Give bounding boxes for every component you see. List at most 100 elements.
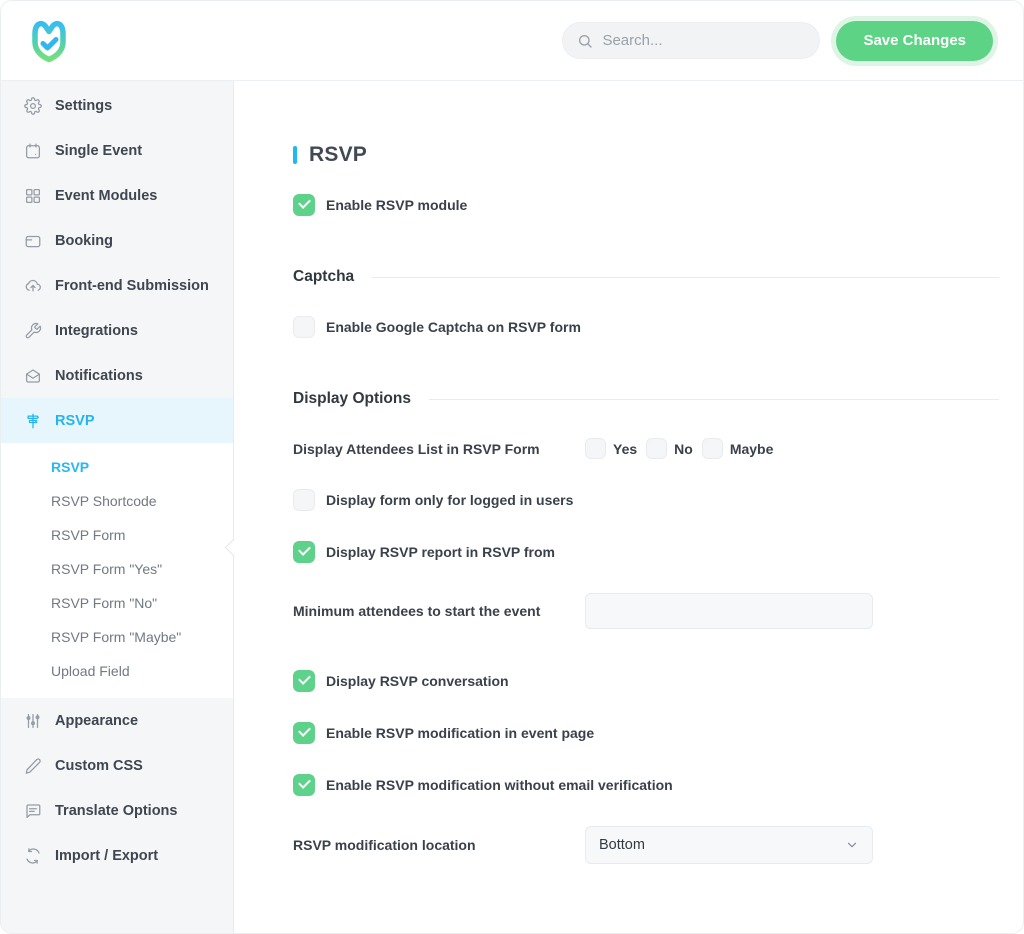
logged-in-users-checkbox[interactable] [293,489,315,511]
sidebar-item-label: Translate Options [55,802,178,819]
modification-event-page-label: Enable RSVP modification in event page [326,725,595,741]
sidebar-item-booking[interactable]: Booking [1,218,233,263]
modification-email-row: Enable RSVP modification without email v… [293,774,999,796]
sidebar-item-custom-css[interactable]: Custom CSS [1,743,233,788]
header-actions: Save Changes [562,20,995,61]
google-captcha-label: Enable Google Captcha on RSVP form [326,319,581,335]
attendees-list-label: Display Attendees List in RSVP Form [293,440,540,457]
sidebar-item-label: Import / Export [55,847,159,864]
pencil-icon [25,757,41,774]
header: Save Changes [1,1,1023,81]
rsvp-report-label: Display RSVP report in RSVP from [326,544,555,560]
google-captcha-checkbox[interactable] [293,316,315,338]
sidebar-item-label: Notifications [55,367,143,384]
divider [372,276,999,278]
attendees-maybe-label: Maybe [729,440,774,457]
wallet-icon [25,235,41,247]
sidebar-item-event-modules[interactable]: Event Modules [1,173,233,218]
modification-event-page-checkbox[interactable] [293,722,315,744]
search-input[interactable] [602,32,806,49]
sidebar-item-notifications[interactable]: Notifications [1,353,233,398]
sidebar-item-label: RSVP [55,412,95,429]
chat-icon [26,803,41,818]
submenu-item-rsvp-form-no[interactable]: RSVP Form "No" [51,595,158,611]
rsvp-report-row: Display RSVP report in RSVP from [293,541,999,563]
min-attendees-input[interactable] [585,593,873,629]
sidebar-item-rsvp[interactable]: RSVP [1,398,233,443]
sidebar-item-integrations[interactable]: Integrations [1,308,233,353]
search-icon [579,34,593,48]
enable-rsvp-module-label: Enable RSVP module [326,197,468,213]
attendees-no-label: No [674,440,693,457]
rsvp-conversation-checkbox[interactable] [293,670,315,692]
title-accent-bar [293,146,297,164]
logged-in-users-label: Display form only for logged in users [326,492,574,508]
app-logo-icon [32,20,66,62]
attendees-maybe-checkbox[interactable] [701,438,723,459]
search-box[interactable] [562,22,821,59]
submenu-item-rsvp-form-maybe[interactable]: RSVP Form "Maybe" [51,629,182,645]
cloud-upload-icon [25,279,41,292]
modification-location-label: RSVP modification location [293,837,476,853]
attendees-options: Yes No Maybe [585,438,782,459]
modification-location-value: Bottom [599,837,645,853]
attendees-yes-label: Yes [613,440,638,457]
sidebar-item-label: Settings [55,97,113,114]
enable-rsvp-module-row: Enable RSVP module [293,194,999,216]
sidebar-item-label: Front-end Submission [55,277,209,294]
sidebar-item-label: Single Event [55,142,143,159]
submenu-item-rsvp-form[interactable]: RSVP Form [51,527,126,543]
submenu-item-rsvp-form-yes[interactable]: RSVP Form "Yes" [51,561,163,577]
sidebar-item-label: Event Modules [55,187,158,204]
sidebar-item-label: Integrations [55,322,138,339]
rsvp-report-checkbox[interactable] [293,541,315,563]
attendees-yes-checkbox[interactable] [585,438,606,459]
sliders-icon [26,713,40,728]
page-title-text: RSVP [309,143,367,166]
divider [429,398,999,400]
min-attendees-row: Minimum attendees to start the event [293,593,999,629]
calendar-icon [25,142,41,158]
body: Settings Single Event Event Modules Book… [1,81,1023,933]
attendees-list-row: Display Attendees List in RSVP Form Yes … [293,438,999,459]
sidebar: Settings Single Event Event Modules Book… [1,81,234,933]
save-changes-button[interactable]: Save Changes [836,20,993,61]
min-attendees-label: Minimum attendees to start the event [293,603,541,619]
attendees-no-checkbox[interactable] [646,438,668,459]
sidebar-item-label: Custom CSS [55,757,143,774]
display-options-section-heading: Display Options [293,390,999,408]
modification-email-checkbox[interactable] [293,774,315,796]
sidebar-item-import-export[interactable]: Import / Export [1,833,233,878]
envelope-icon [25,368,41,383]
modification-location-row: RSVP modification location Bottom [293,826,999,864]
sidebar-item-settings[interactable]: Settings [1,83,233,128]
modification-location-select[interactable]: Bottom [585,826,873,864]
enable-rsvp-module-checkbox[interactable] [293,194,315,216]
modification-email-label: Enable RSVP modification without email v… [326,777,673,793]
submenu-item-upload-field[interactable]: Upload Field [51,663,130,679]
google-captcha-row: Enable Google Captcha on RSVP form [293,316,999,338]
submenu-item-rsvp-shortcode[interactable]: RSVP Shortcode [51,493,157,509]
signpost-icon [27,413,39,428]
captcha-heading-text: Captcha [293,268,355,285]
gear-icon [24,96,42,115]
page-title: RSVP [293,143,999,167]
wrench-icon [25,322,42,338]
submenu-item-rsvp[interactable]: RSVP [51,459,90,475]
sidebar-item-appearance[interactable]: Appearance [1,698,233,743]
display-options-heading-text: Display Options [293,390,411,407]
main-content: RSVP Enable RSVP module Captcha Enable G… [234,81,1023,933]
sidebar-item-frontend-submission[interactable]: Front-end Submission [1,263,233,308]
captcha-section-heading: Captcha [293,268,999,286]
sync-icon [26,847,40,864]
sidebar-item-label: Booking [55,232,113,249]
rsvp-submenu: RSVP RSVP Shortcode RSVP Form RSVP Form … [1,443,233,698]
rsvp-conversation-label: Display RSVP conversation [326,673,509,689]
sidebar-item-translate-options[interactable]: Translate Options [1,788,233,833]
sidebar-item-single-event[interactable]: Single Event [1,128,233,173]
rsvp-conversation-row: Display RSVP conversation [293,670,999,692]
sidebar-item-label: Appearance [55,712,139,729]
logged-in-users-row: Display form only for logged in users [293,489,999,511]
chevron-down-icon [847,842,857,848]
